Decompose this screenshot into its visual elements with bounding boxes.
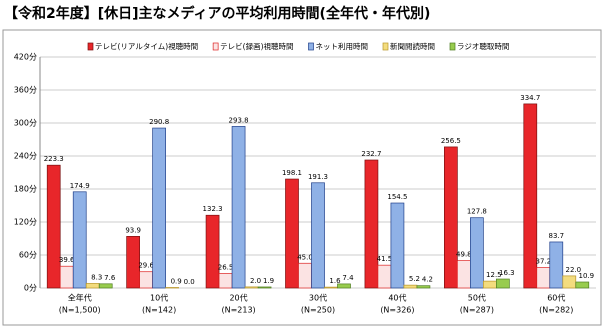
value-label: 1.9 (263, 277, 274, 285)
bar (496, 279, 509, 288)
y-tick-label: 60分 (19, 251, 37, 260)
x-tick-sublabel: (N=142) (142, 306, 176, 315)
bar (299, 263, 312, 288)
bar (391, 203, 404, 288)
value-label: 8.3 (91, 273, 102, 281)
value-label: 45.0 (297, 253, 313, 261)
bar (483, 281, 496, 288)
value-label: 2.0 (250, 277, 261, 285)
bar (550, 242, 563, 288)
value-label: 334.7 (520, 94, 540, 102)
bar (286, 179, 299, 288)
value-label: 232.7 (361, 150, 381, 158)
x-tick-sublabel: (N=326) (380, 306, 414, 315)
bar (338, 284, 351, 288)
value-label: 174.9 (70, 182, 90, 190)
y-tick-label: 0分 (24, 284, 37, 293)
x-tick-label: 20代 (229, 293, 247, 303)
x-tick-sublabel: (N=282) (539, 306, 573, 315)
bar (470, 218, 483, 288)
chart-title: 【令和2年度】[休日]主なメディアの平均利用時間(全年代・年代別) (4, 5, 430, 22)
legend-label: テレビ(録画)視聴時間 (220, 41, 293, 51)
y-tick-label: 120分 (14, 218, 37, 227)
bar (99, 284, 112, 288)
bar (576, 282, 589, 288)
value-label: 7.6 (104, 274, 116, 282)
x-tick-label: 50代 (468, 293, 486, 303)
legend-swatch (450, 43, 455, 50)
bar (444, 147, 457, 288)
x-tick-label: 全年代 (68, 293, 92, 303)
bar (232, 126, 245, 288)
bar (73, 192, 86, 288)
value-label: 39.6 (59, 256, 75, 264)
legend-swatch (309, 43, 314, 50)
bar (140, 272, 153, 288)
bar (537, 268, 550, 288)
bar (404, 285, 417, 288)
value-label: 191.3 (308, 173, 328, 181)
bar (457, 261, 470, 288)
bar (258, 287, 271, 288)
value-label: 41.5 (377, 255, 393, 263)
legend-label: ラジオ聴取時間 (457, 42, 509, 51)
x-tick-sublabel: (N=213) (221, 306, 255, 315)
value-label: 198.1 (282, 169, 302, 177)
value-label: 16.3 (499, 269, 515, 277)
y-tick-label: 300分 (14, 119, 37, 128)
legend-label: 新聞閲読時間 (390, 41, 435, 51)
x-tick-sublabel: (N=287) (460, 306, 494, 315)
value-label: 37.2 (535, 258, 551, 266)
value-label: 223.3 (44, 155, 64, 163)
value-label: 127.8 (467, 208, 487, 216)
value-label: 49.8 (456, 251, 472, 259)
value-label: 293.8 (229, 116, 249, 124)
value-label: 132.3 (203, 205, 223, 213)
legend-label: テレビ(リアルタイム)視聴時間 (95, 42, 198, 51)
bar (312, 183, 325, 288)
legend-swatch (213, 43, 218, 50)
x-tick-label: 30代 (309, 293, 327, 303)
value-label: 4.2 (422, 276, 433, 284)
value-label: 93.9 (125, 226, 141, 234)
bar (60, 266, 73, 288)
x-tick-label: 40代 (388, 293, 406, 303)
x-tick-label: 60代 (547, 293, 565, 303)
value-label: 154.5 (387, 193, 407, 201)
bar (219, 273, 232, 288)
legend-swatch (88, 43, 93, 50)
bar (206, 215, 219, 288)
y-tick-label: 180分 (14, 185, 37, 194)
value-label: 0.0 (184, 278, 195, 286)
y-tick-label: 240分 (14, 152, 37, 161)
bar (365, 160, 378, 288)
value-label: 83.7 (548, 232, 564, 240)
bar (153, 128, 166, 288)
bar (417, 286, 430, 288)
bar (47, 165, 60, 288)
y-tick-label: 360分 (14, 86, 37, 95)
value-label: 256.5 (441, 137, 461, 145)
value-label: 10.9 (578, 272, 594, 280)
y-tick-label: 420分 (14, 53, 37, 62)
bar (86, 283, 99, 288)
value-label: 7.4 (342, 274, 354, 282)
value-label: 5.2 (409, 275, 420, 283)
legend-label: ネット利用時間 (316, 41, 369, 51)
bar (245, 287, 258, 288)
legend-swatch (383, 43, 388, 50)
value-label: 0.9 (171, 278, 182, 286)
bar (378, 265, 391, 288)
x-tick-sublabel: (N=1,500) (59, 306, 101, 315)
value-label: 290.8 (149, 118, 169, 126)
bar (325, 287, 338, 288)
x-tick-sublabel: (N=250) (301, 306, 335, 315)
x-tick-label: 10代 (150, 293, 168, 303)
value-label: 29.6 (138, 262, 154, 270)
value-label: 26.5 (218, 263, 234, 271)
bar (563, 276, 576, 288)
